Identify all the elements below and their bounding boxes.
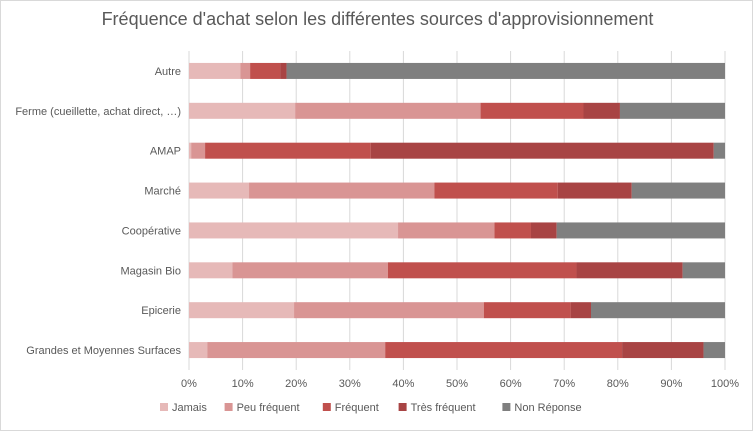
legend-swatch	[502, 403, 511, 411]
bar-segment	[189, 182, 250, 199]
legend-item: Jamais	[160, 402, 207, 414]
x-tick-label: 40%	[392, 378, 414, 390]
x-tick-label: 10%	[232, 378, 254, 390]
x-tick-label: 100%	[711, 378, 739, 390]
chart-title: Fréquence d'achat selon les différentes …	[101, 9, 654, 29]
category-label: Magasin Bio	[120, 265, 181, 277]
legend-swatch	[224, 403, 233, 411]
bar-segment	[286, 62, 725, 79]
category-label: Epicerie	[141, 305, 181, 317]
bar-segment	[189, 302, 295, 319]
x-tick-label: 30%	[339, 378, 361, 390]
bar-segment	[232, 262, 388, 279]
bar-segment	[556, 222, 725, 239]
bar-segment	[703, 342, 725, 359]
bar-segment	[631, 182, 725, 199]
legend-label: Non Réponse	[514, 402, 581, 414]
bar-segment	[189, 222, 399, 239]
legend-swatch	[160, 403, 168, 411]
legend-swatch	[398, 403, 407, 411]
legend-label: Fréquent	[335, 402, 379, 414]
bar-segment	[480, 102, 584, 119]
category-label: Marché	[144, 186, 181, 198]
legend-label: Très fréquent	[411, 402, 476, 414]
bar-segment	[294, 302, 484, 319]
bar-segment	[622, 342, 704, 359]
legend-item: Très fréquent	[398, 402, 476, 414]
legend-label: Peu fréquent	[237, 402, 300, 414]
category-label: AMAP	[150, 146, 181, 158]
bar-segment	[250, 62, 281, 79]
x-tick-label: 0%	[181, 378, 197, 390]
bar-segment	[295, 102, 481, 119]
legend-item: Non Réponse	[502, 402, 582, 414]
bar-segment	[591, 302, 725, 319]
bar-segment	[189, 102, 296, 119]
legend-item: Fréquent	[322, 402, 379, 414]
x-tick-label: 70%	[553, 378, 575, 390]
legend-item: Peu fréquent	[224, 402, 300, 414]
bar-segment	[583, 102, 620, 119]
bar-segment	[387, 262, 577, 279]
bar-segment	[280, 62, 287, 79]
bar-segment	[249, 182, 435, 199]
bar-segment	[189, 342, 208, 359]
x-tick-label: 50%	[446, 378, 468, 390]
bar-segment	[713, 142, 725, 159]
x-tick-label: 60%	[500, 378, 522, 390]
bar-segment	[189, 62, 241, 79]
bar-segment	[557, 182, 632, 199]
bar-segment	[191, 142, 206, 159]
category-label: Grandes et Moyennes Surfaces	[26, 345, 181, 357]
bar-segment	[189, 262, 233, 279]
bar-segment	[682, 262, 725, 279]
bar-segment	[370, 142, 714, 159]
legend-swatch	[322, 403, 331, 411]
bar-segment	[494, 222, 531, 239]
bar-segment	[385, 342, 623, 359]
bar-segment	[207, 342, 386, 359]
bar-segment	[570, 302, 591, 319]
x-tick-label: 20%	[285, 378, 307, 390]
category-label: Ferme (cueillette, achat direct, …)	[15, 106, 181, 118]
bar-segment	[205, 142, 371, 159]
bar-segment	[434, 182, 558, 199]
bar-segment	[240, 62, 251, 79]
legend-label: Jamais	[172, 402, 207, 414]
bar-segment	[619, 102, 725, 119]
bar-segment	[398, 222, 495, 239]
x-tick-label: 80%	[607, 378, 629, 390]
bar-segment	[530, 222, 557, 239]
category-label: Coopérative	[122, 225, 181, 237]
bar-segment	[189, 142, 192, 159]
bar-segment	[576, 262, 683, 279]
bar-segment	[483, 302, 571, 319]
category-label: Autre	[155, 66, 181, 78]
x-tick-label: 90%	[660, 378, 682, 390]
